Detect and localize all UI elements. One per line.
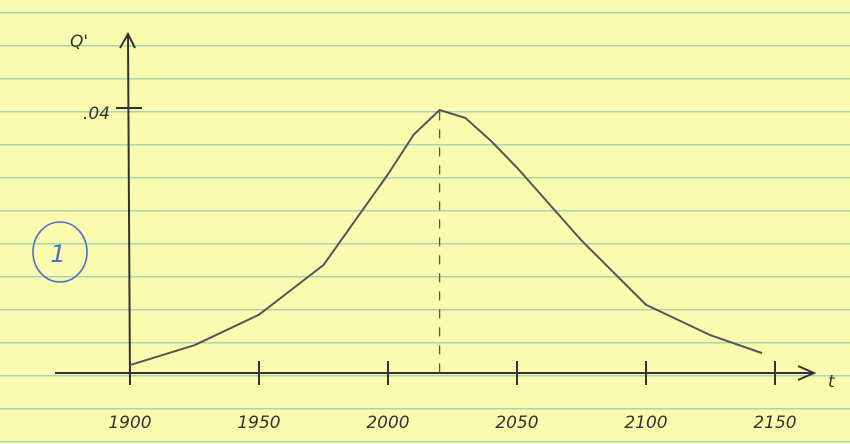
x-axis-label: t [828,372,836,392]
x-tick-label: 2050 [495,413,538,433]
y-axis-label: Q' [70,32,88,52]
curve [130,110,762,365]
chart: Q' t 1 1900 1950 2000 2050 2100 2150 .04 [0,0,850,444]
x-tick-label: 2000 [366,413,409,433]
x-tick-label: 1950 [237,413,280,433]
x-tick-label: 2150 [753,413,796,433]
x-tick-label: 1900 [108,413,151,433]
y-tick-label: .04 [83,104,110,124]
paper: Q' t 1 1900 1950 2000 2050 2100 2150 .04 [0,0,850,444]
x-tick-label: 2100 [624,413,667,433]
y-axis [128,36,130,385]
annotation: 1 [50,240,65,268]
